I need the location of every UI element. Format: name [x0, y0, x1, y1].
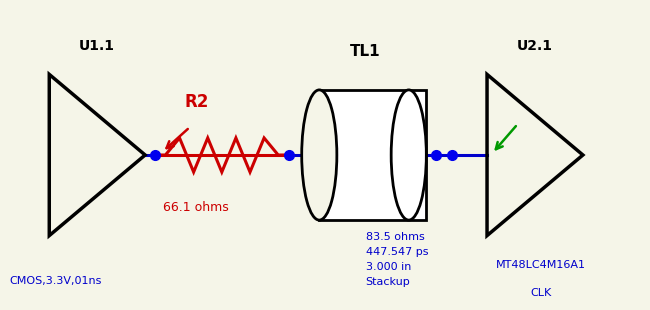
Bar	[319, 90, 426, 220]
Text: U2.1: U2.1	[517, 39, 553, 53]
Text: MT48LC4M16A1: MT48LC4M16A1	[497, 260, 586, 270]
Text: TL1: TL1	[350, 44, 381, 59]
Text: 83.5 ohms
447.547 ps
3.000 in
Stackup: 83.5 ohms 447.547 ps 3.000 in Stackup	[365, 232, 428, 287]
Text: CLK: CLK	[531, 288, 552, 298]
Ellipse shape	[391, 90, 426, 220]
Ellipse shape	[302, 90, 337, 220]
Text: R2: R2	[184, 93, 209, 111]
Text: CMOS,3.3V,01ns: CMOS,3.3V,01ns	[10, 276, 102, 286]
Text: 66.1 ohms: 66.1 ohms	[163, 201, 229, 214]
Text: U1.1: U1.1	[79, 39, 115, 53]
